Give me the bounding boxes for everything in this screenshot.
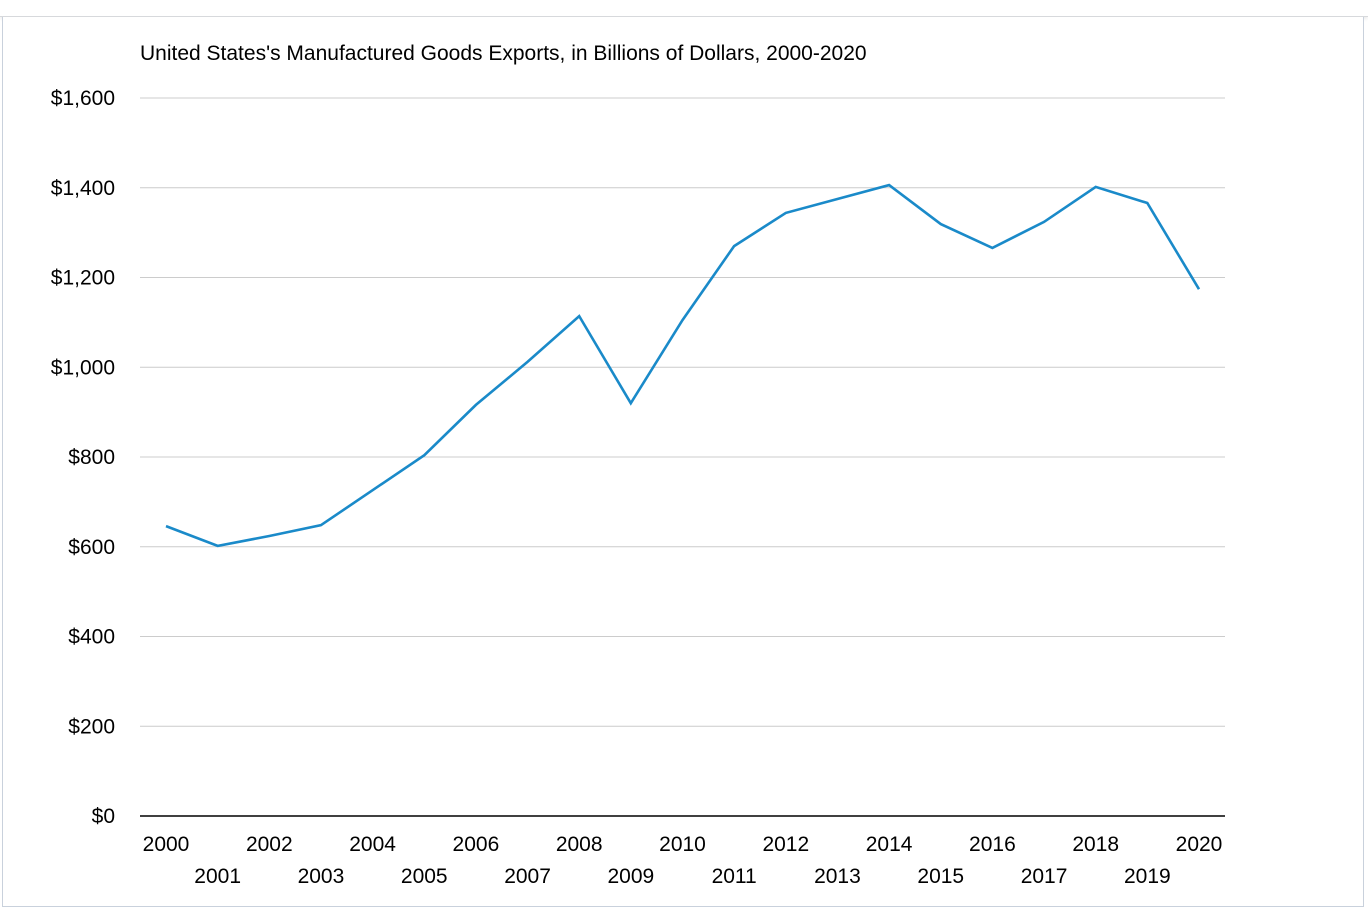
y-tick-label: $200 [68,715,115,738]
y-tick-label: $1,200 [51,267,115,290]
x-tick-label: 2017 [1021,865,1068,888]
x-tick-label: 2016 [969,833,1016,856]
chart-title: United States's Manufactured Goods Expor… [140,42,867,65]
gridlines [140,97,1225,727]
x-tick-label: 2011 [712,865,757,888]
x-tick-label: 2001 [194,865,241,888]
x-tick-label: 2020 [1176,833,1223,856]
y-tick-label: $400 [68,626,115,649]
window-top-bar [0,0,1368,17]
x-tick-label: 2000 [143,833,190,856]
x-tick-label: 2014 [866,833,913,856]
x-tick-label: 2002 [246,833,293,856]
x-tick-label: 2009 [607,865,654,888]
series-layer [165,183,1201,548]
x-axis-tick-labels: 2000200120022003200420052006200720082009… [143,833,1223,888]
x-tick-label: 2019 [1124,865,1171,888]
x-tick-label: 2012 [762,833,809,856]
x-tick-label: 2018 [1072,833,1119,856]
y-tick-label: $0 [92,805,115,828]
x-tick-label: 2006 [453,833,500,856]
x-tick-label: 2008 [556,833,603,856]
y-tick-label: $1,600 [51,87,115,110]
x-tick-label: 2010 [659,833,706,856]
y-tick-label: $1,000 [51,356,115,379]
chart-panel [2,17,1364,907]
x-tick-label: 2013 [814,865,861,888]
y-tick-label: $1,400 [51,177,115,200]
x-tick-label: 2003 [298,865,345,888]
y-axis-tick-labels: $0 $200 $400 $600 $800 $1,000 $1,200 $1,400 $1,6… [51,87,115,828]
x-tick-label: 2015 [917,865,964,888]
x-tick-label: 2007 [504,865,551,888]
series-line-0 [165,183,1201,548]
y-tick-label: $800 [68,446,115,469]
y-tick-label: $600 [68,536,115,559]
x-tick-label: 2004 [349,833,396,856]
x-tick-label: 2005 [401,865,448,888]
